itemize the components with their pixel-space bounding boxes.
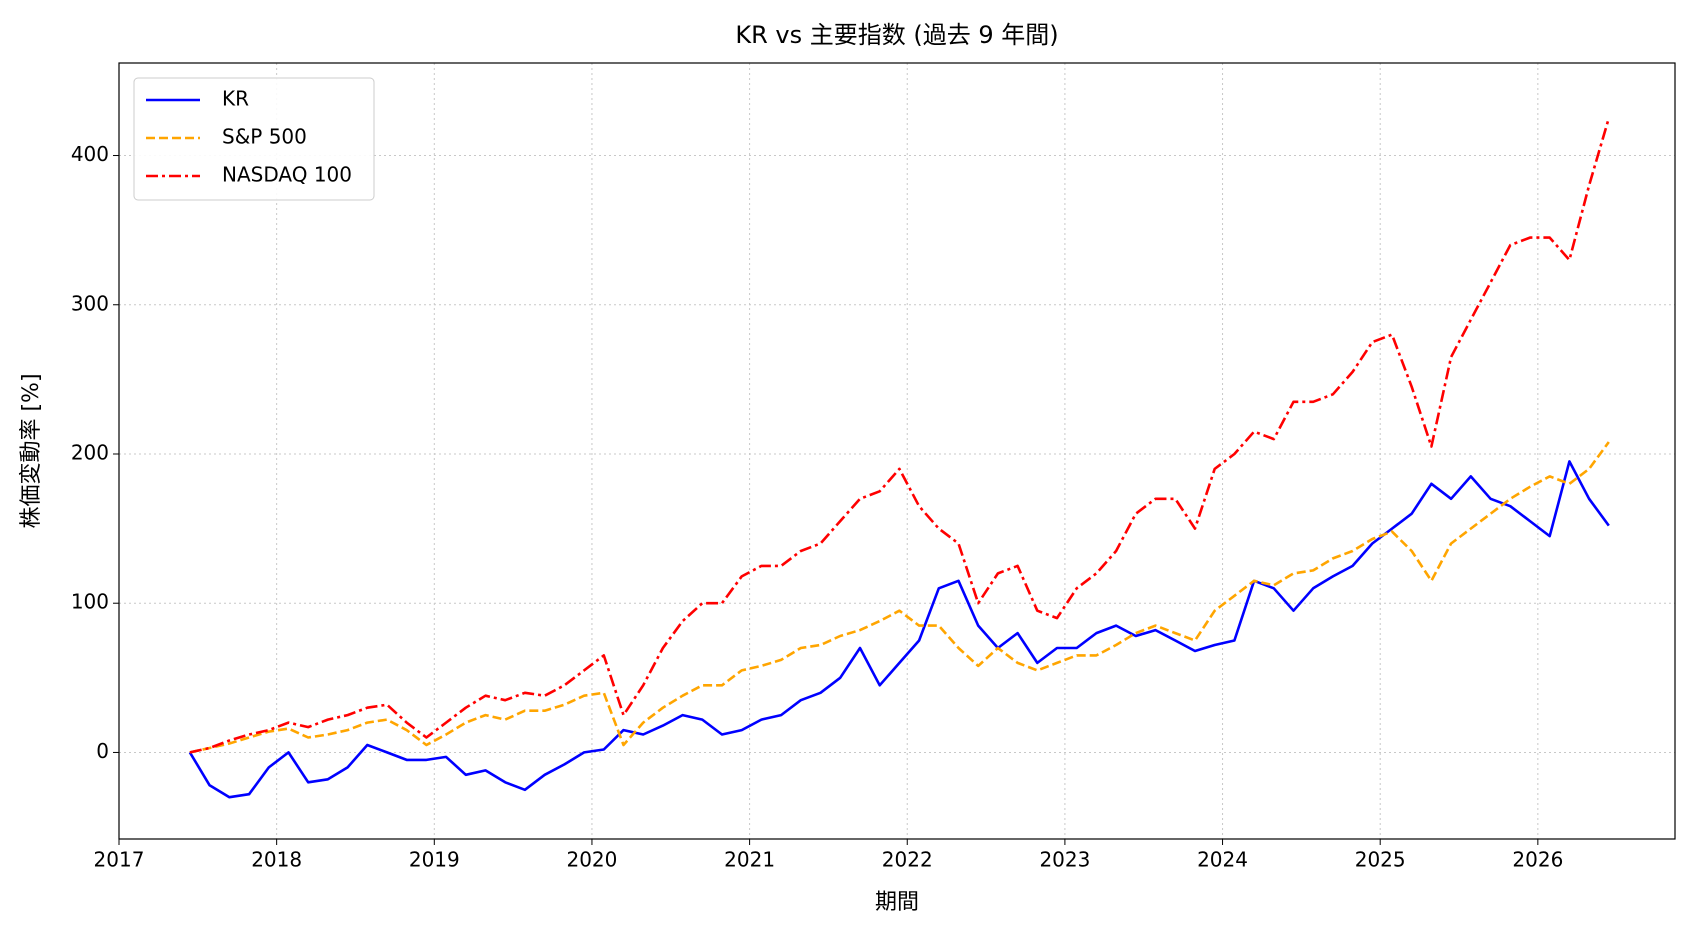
- x-tick-label: 2022: [882, 848, 933, 872]
- x-tick-label: 2020: [566, 848, 617, 872]
- y-tick-label: 400: [71, 142, 109, 166]
- x-tick-label: 2026: [1512, 848, 1563, 872]
- series-line: [189, 441, 1610, 754]
- legend-label: NASDAQ 100: [222, 163, 352, 187]
- x-tick-label: 2019: [409, 848, 460, 872]
- x-tick-label: 2024: [1197, 848, 1248, 872]
- plot-frame: [118, 62, 1676, 840]
- x-tick-label: 2021: [724, 848, 775, 872]
- legend-label: S&P 500: [222, 125, 307, 149]
- series-line: [189, 117, 1611, 754]
- x-tick-label: 2023: [1039, 848, 1090, 872]
- x-tick-label: 2018: [251, 848, 302, 872]
- legend: KR S&P 500 NASDAQ 100: [133, 77, 375, 201]
- y-tick-label: 0: [96, 739, 109, 763]
- x-tick-label: 2025: [1355, 848, 1406, 872]
- x-tick-label: 2017: [94, 848, 145, 872]
- legend-label: KR: [222, 87, 249, 111]
- x-axis-label: 期間: [875, 890, 919, 915]
- y-tick-label: 200: [71, 440, 109, 464]
- y-tick-label: 300: [71, 291, 109, 315]
- legend-box: [133, 77, 375, 201]
- y-axis-label: 株価変動率 [%]: [19, 373, 44, 528]
- y-tick-label: 100: [71, 590, 109, 614]
- chart-title: KR vs 主要指数 (過去 9 年間): [735, 21, 1058, 49]
- series-line: [188, 460, 1610, 799]
